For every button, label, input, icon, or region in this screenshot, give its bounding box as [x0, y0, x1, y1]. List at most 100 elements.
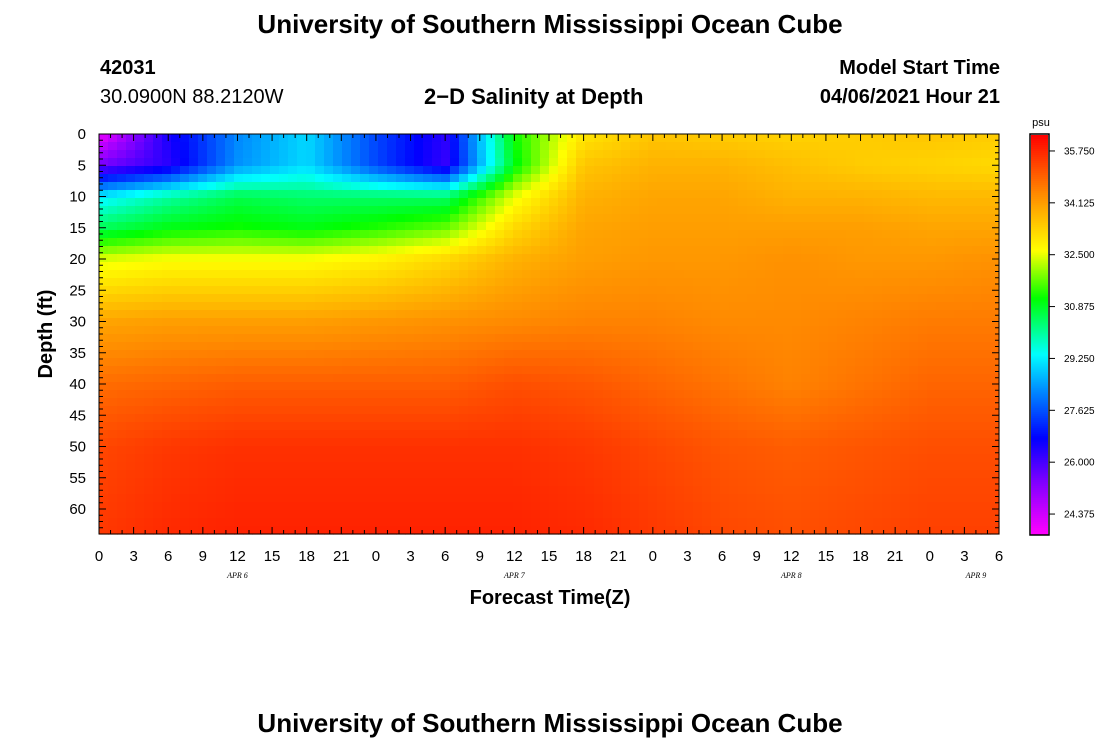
- heatmap-cell: [963, 398, 973, 407]
- heatmap-cell: [306, 158, 316, 167]
- heatmap-cell: [702, 198, 712, 207]
- heatmap-cell: [207, 190, 217, 199]
- heatmap-cell: [405, 166, 415, 175]
- heatmap-cell: [171, 510, 181, 519]
- heatmap-cell: [216, 382, 226, 391]
- heatmap-cell: [801, 302, 811, 311]
- heatmap-cell: [927, 270, 937, 279]
- heatmap-cell: [270, 214, 280, 223]
- heatmap-cell: [729, 390, 739, 399]
- heatmap-cell: [396, 254, 406, 263]
- heatmap-cell: [225, 438, 235, 447]
- heatmap-cell: [747, 494, 757, 503]
- heatmap-cell: [882, 470, 892, 479]
- heatmap-cell: [918, 310, 928, 319]
- heatmap-cell: [657, 374, 667, 383]
- heatmap-cell: [792, 134, 802, 143]
- heatmap-cell: [504, 502, 514, 511]
- heatmap-cell: [927, 246, 937, 255]
- heatmap-cell: [342, 222, 352, 231]
- heatmap-cell: [216, 166, 226, 175]
- heatmap-cell: [981, 174, 991, 183]
- heatmap-cell: [567, 406, 577, 415]
- heatmap-cell: [261, 326, 271, 335]
- heatmap-cell: [171, 302, 181, 311]
- heatmap-cell: [477, 382, 487, 391]
- heatmap-cell: [342, 406, 352, 415]
- heatmap-cell: [117, 382, 127, 391]
- heatmap-cell: [720, 414, 730, 423]
- heatmap-cell: [162, 198, 172, 207]
- heatmap-cell: [387, 518, 397, 527]
- heatmap-cell: [801, 454, 811, 463]
- heatmap-cell: [396, 302, 406, 311]
- heatmap-cell: [810, 206, 820, 215]
- heatmap-cell: [162, 462, 172, 471]
- heatmap-cell: [918, 382, 928, 391]
- heatmap-cell: [684, 342, 694, 351]
- heatmap-cell: [279, 318, 289, 327]
- heatmap-cell: [477, 214, 487, 223]
- heatmap-cell: [171, 214, 181, 223]
- heatmap-cell: [981, 342, 991, 351]
- heatmap-cell: [747, 326, 757, 335]
- heatmap-cell: [261, 270, 271, 279]
- heatmap-cell: [117, 310, 127, 319]
- heatmap-cell: [234, 518, 244, 527]
- heatmap-cell: [873, 286, 883, 295]
- heatmap-cell: [450, 174, 460, 183]
- heatmap-cell: [414, 358, 424, 367]
- heatmap-cell: [207, 142, 217, 151]
- heatmap-cell: [756, 270, 766, 279]
- heatmap-cell: [198, 286, 208, 295]
- heatmap-cell: [288, 270, 298, 279]
- heatmap-cell: [648, 390, 658, 399]
- heatmap-cell: [927, 150, 937, 159]
- heatmap-cell: [783, 326, 793, 335]
- heatmap-cell: [657, 230, 667, 239]
- heatmap-cell: [846, 318, 856, 327]
- heatmap-cell: [891, 158, 901, 167]
- heatmap-cell: [126, 342, 136, 351]
- heatmap-cell: [396, 198, 406, 207]
- heatmap-cell: [495, 454, 505, 463]
- heatmap-cell: [423, 406, 433, 415]
- heatmap-cell: [207, 398, 217, 407]
- heatmap-cell: [792, 326, 802, 335]
- heatmap-cell: [900, 350, 910, 359]
- heatmap-cell: [567, 350, 577, 359]
- heatmap-cell: [864, 270, 874, 279]
- heatmap-cell: [450, 158, 460, 167]
- heatmap-cell: [702, 222, 712, 231]
- heatmap-cell: [171, 406, 181, 415]
- heatmap-cell: [918, 430, 928, 439]
- heatmap-cell: [351, 350, 361, 359]
- heatmap-cell: [306, 278, 316, 287]
- heatmap-cell: [144, 454, 154, 463]
- heatmap-cell: [378, 190, 388, 199]
- heatmap-cell: [891, 230, 901, 239]
- heatmap-cell: [927, 502, 937, 511]
- heatmap-cell: [306, 166, 316, 175]
- heatmap-cell: [702, 174, 712, 183]
- heatmap-cell: [675, 494, 685, 503]
- heatmap-cell: [684, 518, 694, 527]
- heatmap-cell: [675, 318, 685, 327]
- heatmap-cell: [450, 230, 460, 239]
- heatmap-cell: [108, 254, 118, 263]
- heatmap-cell: [351, 478, 361, 487]
- heatmap-cell: [621, 262, 631, 271]
- heatmap-cell: [648, 254, 658, 263]
- heatmap-cell: [540, 310, 550, 319]
- heatmap-cell: [180, 230, 190, 239]
- heatmap-cell: [666, 518, 676, 527]
- heatmap-cell: [108, 438, 118, 447]
- heatmap-cell: [243, 142, 253, 151]
- heatmap-cell: [351, 134, 361, 143]
- heatmap-cell: [945, 294, 955, 303]
- heatmap-cell: [711, 270, 721, 279]
- heatmap-cell: [108, 342, 118, 351]
- heatmap-cell: [234, 278, 244, 287]
- heatmap-cell: [387, 222, 397, 231]
- heatmap-cell: [621, 398, 631, 407]
